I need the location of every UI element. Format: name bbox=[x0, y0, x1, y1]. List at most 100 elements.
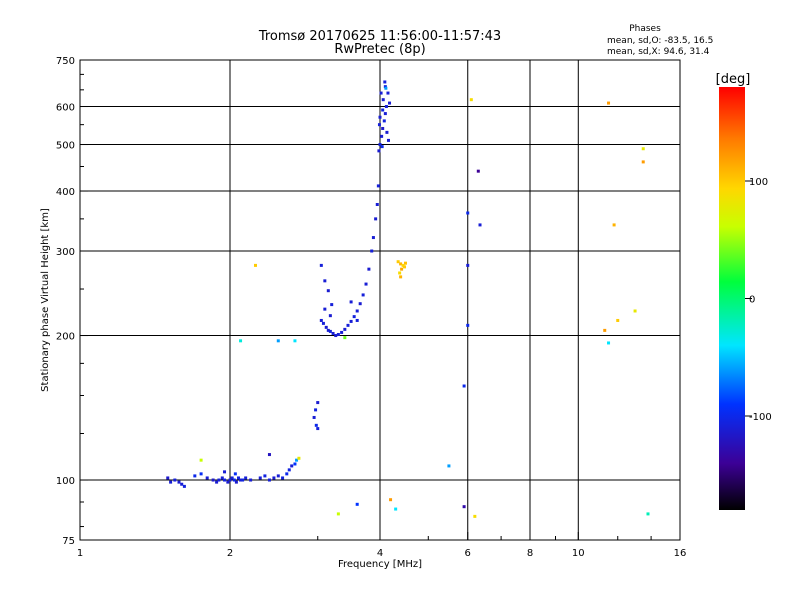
data-point bbox=[383, 112, 387, 116]
data-point bbox=[326, 328, 330, 332]
data-point bbox=[326, 289, 330, 293]
data-point bbox=[287, 468, 291, 472]
data-point bbox=[403, 261, 407, 265]
data-points bbox=[166, 80, 650, 518]
data-point bbox=[232, 478, 236, 482]
data-point bbox=[473, 514, 477, 518]
data-point bbox=[478, 223, 482, 227]
y-tick-label: 500 bbox=[56, 141, 75, 152]
data-point bbox=[316, 427, 320, 431]
data-point bbox=[399, 262, 403, 266]
data-point bbox=[364, 282, 368, 286]
x-tick-label: 1 bbox=[77, 548, 83, 559]
data-point bbox=[331, 331, 335, 335]
data-point bbox=[355, 309, 359, 313]
colorbar-tick-label: -100 bbox=[749, 412, 772, 423]
data-point bbox=[381, 108, 385, 112]
data-point bbox=[380, 145, 384, 149]
y-tick-label: 600 bbox=[56, 103, 75, 114]
data-point bbox=[193, 474, 197, 478]
data-point bbox=[396, 260, 400, 264]
data-point bbox=[374, 217, 378, 221]
data-point bbox=[267, 453, 271, 457]
data-point bbox=[324, 325, 328, 329]
data-point bbox=[384, 86, 388, 90]
data-point bbox=[462, 505, 466, 509]
grid-lines bbox=[80, 60, 680, 540]
data-point bbox=[281, 476, 285, 480]
data-point bbox=[381, 126, 385, 130]
data-point bbox=[646, 512, 650, 516]
colorbar-label: [deg] bbox=[716, 72, 751, 87]
data-point bbox=[343, 327, 347, 331]
data-point bbox=[321, 321, 325, 325]
x-tick-label: 8 bbox=[527, 548, 533, 559]
data-point bbox=[355, 318, 359, 322]
data-point bbox=[173, 478, 177, 482]
data-point bbox=[180, 482, 184, 486]
data-point bbox=[386, 91, 390, 95]
data-point bbox=[386, 138, 390, 142]
data-point bbox=[295, 458, 299, 462]
data-point bbox=[616, 318, 620, 322]
x-axis: 1 2 4 6 8 10 16 bbox=[77, 532, 687, 559]
data-point bbox=[371, 236, 375, 240]
data-point bbox=[319, 263, 323, 267]
data-point bbox=[336, 332, 340, 336]
data-point bbox=[378, 143, 382, 147]
data-point bbox=[230, 476, 234, 480]
data-point bbox=[603, 328, 607, 332]
data-point bbox=[383, 80, 387, 84]
data-point bbox=[383, 85, 387, 89]
data-point bbox=[285, 472, 289, 476]
data-point bbox=[367, 267, 371, 271]
data-point bbox=[297, 456, 301, 460]
data-point bbox=[328, 329, 332, 333]
colorbar-tick-label: 100 bbox=[749, 177, 768, 188]
data-point bbox=[293, 339, 297, 343]
data-point bbox=[328, 314, 332, 318]
x-tick-label: 16 bbox=[674, 548, 687, 559]
data-point bbox=[228, 478, 232, 482]
data-point bbox=[370, 249, 374, 253]
data-point bbox=[612, 223, 616, 227]
data-point bbox=[399, 275, 403, 279]
data-point bbox=[276, 339, 280, 343]
data-point bbox=[314, 408, 318, 412]
y-axis: 75 100 200 300 400 500 600 750 bbox=[56, 56, 88, 547]
data-point bbox=[215, 480, 219, 484]
data-point bbox=[466, 211, 470, 215]
data-point bbox=[379, 91, 383, 95]
data-point bbox=[466, 263, 470, 267]
data-point bbox=[199, 458, 203, 462]
data-point bbox=[607, 101, 611, 105]
data-point bbox=[378, 115, 382, 119]
data-point bbox=[323, 279, 327, 283]
data-point bbox=[462, 384, 466, 388]
data-point bbox=[239, 339, 243, 343]
data-point bbox=[641, 160, 645, 164]
data-point bbox=[361, 293, 365, 297]
data-point bbox=[377, 123, 381, 127]
data-point bbox=[394, 507, 398, 511]
data-point bbox=[389, 498, 393, 502]
data-point bbox=[388, 101, 392, 105]
data-point bbox=[217, 478, 221, 482]
y-tick-label: 200 bbox=[56, 332, 75, 343]
data-point bbox=[239, 478, 243, 482]
data-point bbox=[466, 323, 470, 327]
data-point bbox=[199, 472, 203, 476]
data-point bbox=[316, 401, 320, 405]
x-tick-label: 6 bbox=[465, 548, 471, 559]
chart-subtitle: RwPretec (8p) bbox=[334, 42, 425, 57]
data-point bbox=[272, 476, 276, 480]
data-point bbox=[336, 512, 340, 516]
stats-title: Phases bbox=[629, 24, 661, 34]
y-tick-label: 100 bbox=[56, 476, 75, 487]
data-point bbox=[312, 415, 316, 419]
data-point bbox=[323, 307, 327, 311]
data-point bbox=[633, 309, 637, 313]
data-point bbox=[352, 315, 356, 319]
data-point bbox=[319, 318, 323, 322]
colorbar-tick-label: 0 bbox=[749, 295, 755, 306]
